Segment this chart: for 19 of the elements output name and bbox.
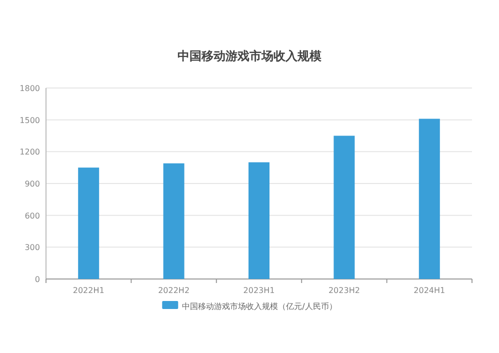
y-tick-label: 900 <box>24 180 40 188</box>
x-tick-label: 2023H2 <box>328 286 360 295</box>
y-tick-label: 1500 <box>20 116 40 125</box>
bar <box>163 163 184 279</box>
y-tick-label: 0 <box>34 275 40 284</box>
y-tick-label: 600 <box>24 211 40 220</box>
y-tick-label: 1800 <box>20 84 40 93</box>
legend-label: 中国移动游戏市场收入规模（亿元/人民币） <box>182 302 337 311</box>
y-tick-label: 300 <box>24 243 40 252</box>
bar <box>334 136 355 279</box>
bar <box>418 118 440 279</box>
bar <box>248 162 270 279</box>
x-tick-label: 2023H1 <box>243 286 275 295</box>
x-tick-label: 2022H2 <box>158 286 190 295</box>
y-tick-label: 1200 <box>20 148 40 157</box>
x-tick-label: 2022H1 <box>72 286 104 295</box>
chart-title: 中国移动游戏市场收入规模 <box>178 49 322 63</box>
bar <box>78 168 100 279</box>
x-tick-label: 2024H1 <box>414 286 446 295</box>
